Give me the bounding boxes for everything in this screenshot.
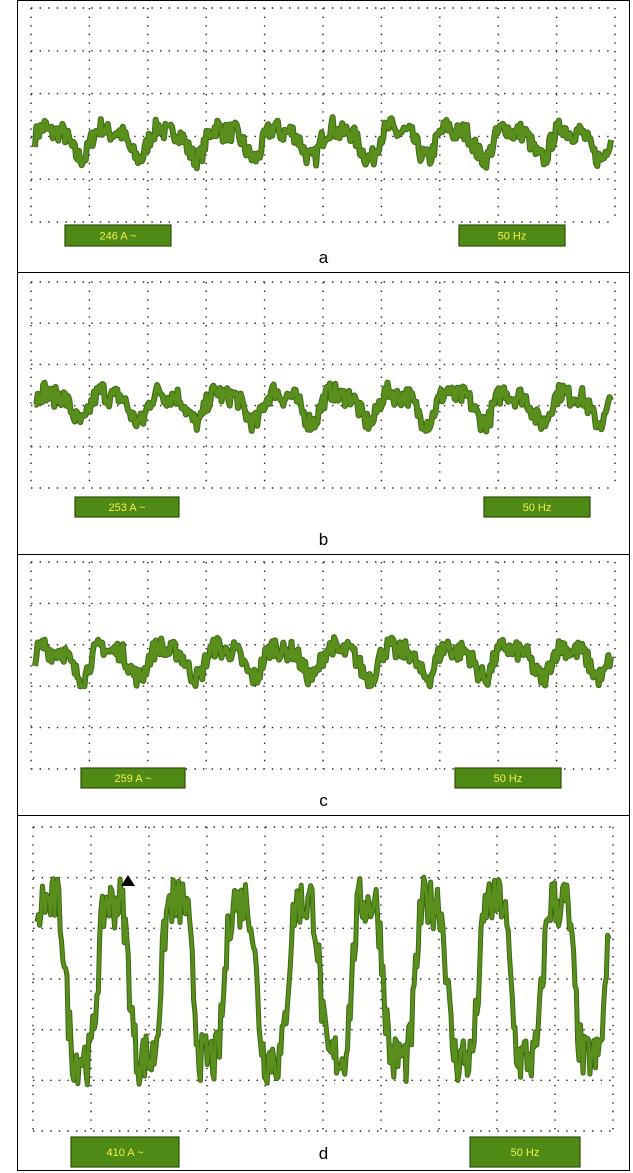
oscilloscope-trace-c: 259 A ~ 50 Hz (30, 561, 616, 789)
frequency-reading-badge-text: 50 Hz (498, 231, 527, 243)
frequency-reading-badge-text: 50 Hz (494, 773, 523, 785)
frequency-reading-badge: 50 Hz (483, 496, 591, 518)
waveform-line (33, 635, 613, 689)
current-reading-badge: 259 A ~ (80, 767, 186, 789)
waveform-line (33, 115, 613, 171)
scope-panel-c: 259 A ~ 50 Hz c (17, 554, 630, 815)
oscilloscope-trace-b: 253 A ~ 50 Hz (30, 281, 616, 518)
panel-label: b (318, 530, 329, 549)
panel-divider (17, 272, 630, 273)
frequency-reading-badge-box (483, 496, 591, 518)
dotted-grid (30, 281, 616, 489)
dotted-grid (30, 7, 616, 223)
frequency-reading-badge: 50 Hz (458, 224, 566, 247)
frequency-reading-badge: 50 Hz (454, 767, 562, 789)
current-reading-badge-box (74, 496, 180, 518)
panel-label: a (318, 248, 329, 267)
waveform-line (34, 380, 613, 434)
waveform-line (35, 875, 611, 1087)
current-reading-badge-text: 253 A ~ (108, 502, 145, 514)
trigger-marker-icon (121, 875, 135, 886)
frequency-reading-badge: 50 Hz (469, 1136, 581, 1168)
dotted-grid (32, 826, 614, 1132)
scope-panel-a: 246 A ~ 50 Hz a (17, 0, 630, 272)
current-reading-badge: 253 A ~ (74, 496, 180, 518)
frequency-reading-badge-box (458, 224, 566, 247)
current-reading-badge: 410 A ~ (70, 1136, 180, 1168)
panel-label: c (319, 791, 328, 810)
scope-panel-d: 410 A ~ 50 Hz d (17, 815, 630, 1171)
current-reading-badge-box (64, 224, 172, 247)
oscilloscope-trace-d: 410 A ~ 50 Hz (32, 826, 614, 1168)
scope-panel-b: 253 A ~ 50 Hz b (17, 272, 630, 554)
current-reading-badge-text: 259 A ~ (114, 773, 151, 785)
current-reading-badge: 246 A ~ (64, 224, 172, 247)
panel-divider (17, 815, 630, 816)
current-reading-badge-text: 246 A ~ (99, 231, 136, 243)
frequency-reading-badge-box (469, 1136, 581, 1168)
frequency-reading-badge-text: 50 Hz (523, 502, 552, 514)
frequency-reading-badge-text: 50 Hz (511, 1147, 540, 1159)
current-reading-badge-box (80, 767, 186, 789)
panel-label: d (318, 1144, 329, 1163)
current-reading-badge-text: 410 A ~ (106, 1147, 143, 1159)
current-reading-badge-box (70, 1136, 180, 1168)
panel-divider (17, 554, 630, 555)
frequency-reading-badge-box (454, 767, 562, 789)
oscilloscope-trace-a: 246 A ~ 50 Hz (30, 7, 616, 247)
figure-frame (17, 0, 630, 1171)
